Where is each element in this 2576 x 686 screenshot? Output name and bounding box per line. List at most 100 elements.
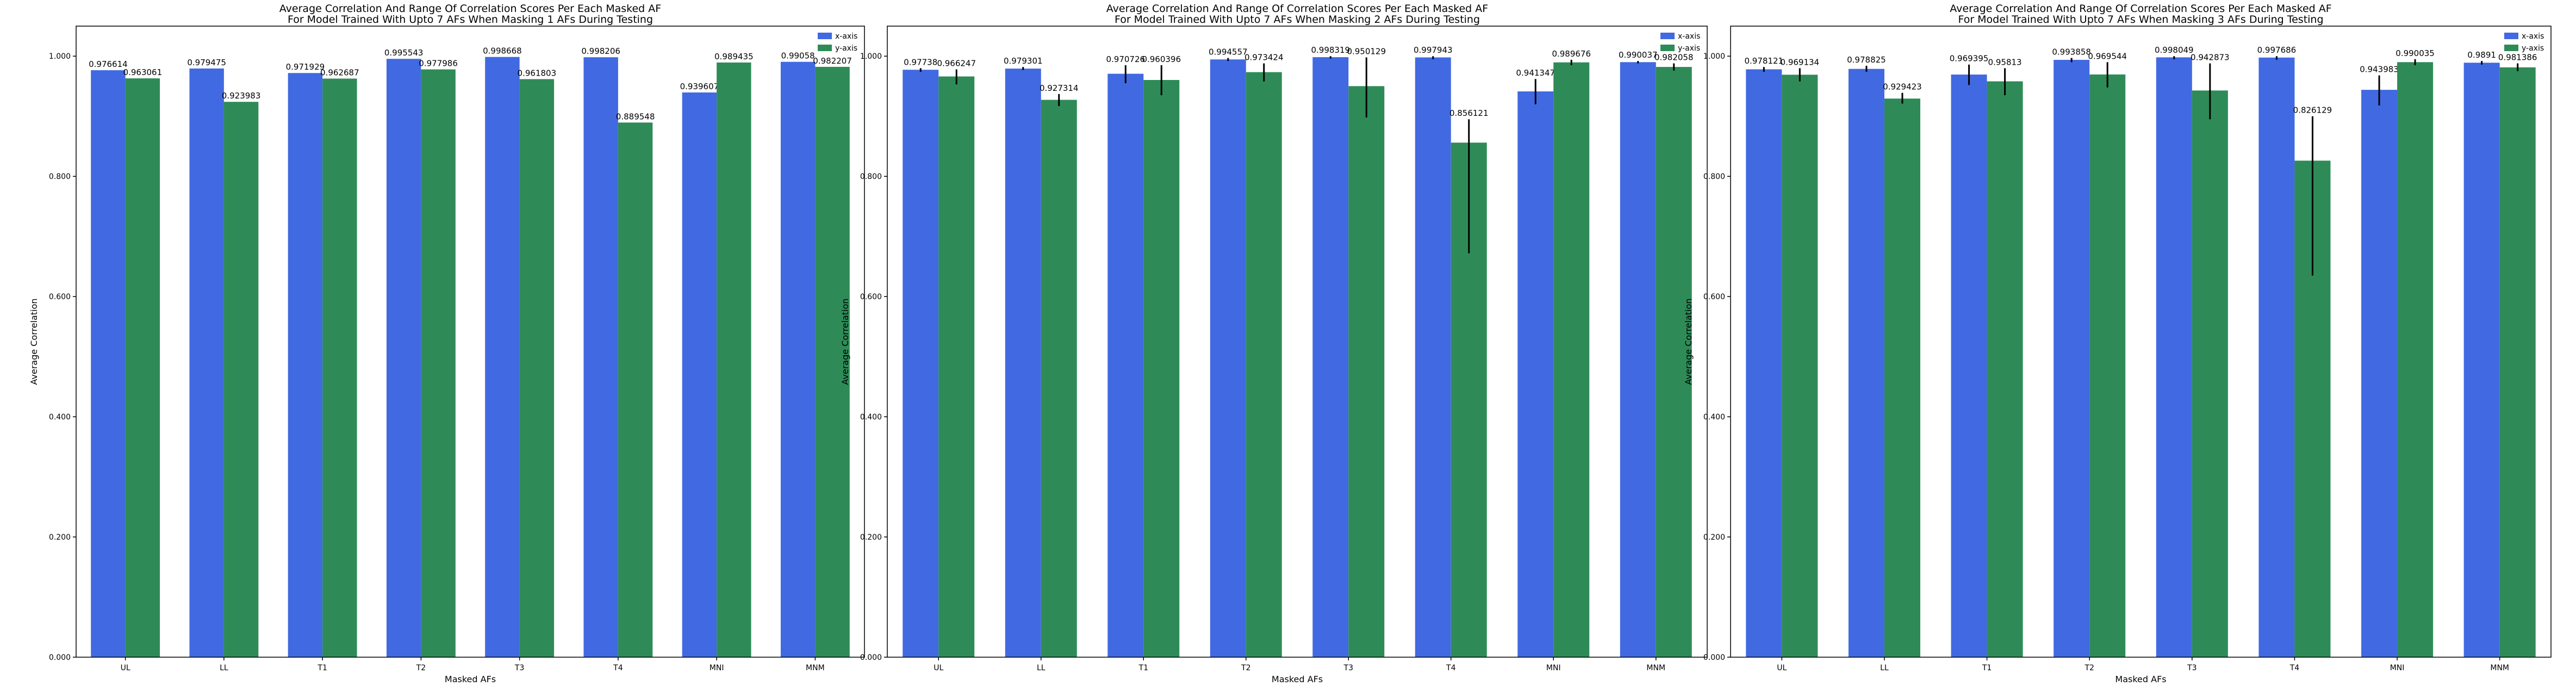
chart-panel-3: Average Correlation And Range Of Correla…: [1683, 3, 2552, 684]
x-tick-label-T2: T2: [2084, 664, 2094, 672]
bar-x-axis-UL: [91, 70, 126, 657]
bar-y-axis-MNM: [1656, 67, 1692, 658]
bar-y-axis-T1: [322, 78, 357, 657]
x-axis-label: Masked AFs: [2115, 674, 2166, 684]
plot-frame: [1730, 26, 2552, 658]
data-label-x-axis-T2: 0.993858: [2052, 47, 2091, 57]
data-label-x-axis-LL: 0.979301: [1004, 56, 1043, 66]
data-label-x-axis-MNI: 0.939607: [680, 82, 719, 91]
bar-y-axis-MNI: [717, 62, 751, 657]
x-tick-label-T3: T3: [1343, 664, 1353, 672]
legend-swatch-y-axis: [2504, 45, 2518, 51]
y-tick-label: 0.600: [1703, 293, 1725, 301]
legend-swatch-y-axis: [818, 45, 832, 51]
bar-y-axis-MNI: [1553, 62, 1590, 657]
y-axis-label: Average Correlation: [29, 298, 39, 385]
y-tick-label: 0.000: [49, 653, 71, 662]
legend-swatch-y-axis: [1660, 45, 1675, 51]
x-tick-label-LL: LL: [220, 664, 228, 672]
legend-label-y-axis: y-axis: [2522, 44, 2544, 53]
x-tick-label-T3: T3: [2187, 664, 2197, 672]
chart-panel-1: Average Correlation And Range Of Correla…: [29, 3, 865, 684]
legend-label-x-axis: x-axis: [1678, 32, 1700, 41]
data-label-x-axis-T3: 0.998319: [1311, 45, 1350, 55]
bar-x-axis-MNM: [780, 61, 816, 658]
bar-y-axis-LL: [1041, 100, 1077, 657]
bar-x-axis-T2: [386, 59, 421, 658]
bar-x-axis-T3: [2156, 57, 2192, 658]
bar-x-axis-LL: [189, 68, 224, 657]
plot-frame: [887, 26, 1708, 658]
data-label-y-axis-LL: 0.927314: [1040, 83, 1079, 93]
data-label-y-axis-T1: 0.95813: [1988, 57, 2022, 67]
data-label-x-axis-T2: 0.995543: [384, 48, 424, 58]
y-tick-label: 0.800: [1703, 172, 1725, 181]
y-tick-label: 0.000: [1703, 653, 1725, 662]
chart-title-line: Average Correlation And Range Of Correla…: [279, 3, 661, 15]
legend-label-y-axis: y-axis: [1678, 44, 1700, 53]
bar-y-axis-UL: [1782, 75, 1818, 658]
x-tick-label-LL: LL: [1880, 664, 1889, 672]
bar-y-axis-LL: [223, 102, 259, 658]
data-label-x-axis-T4: 0.997686: [2257, 45, 2297, 55]
x-tick-label-T4: T4: [2289, 664, 2300, 672]
x-tick-label-MNM: MNM: [2490, 664, 2509, 672]
x-tick-label-UL: UL: [934, 664, 943, 672]
data-label-x-axis-UL: 0.976614: [89, 59, 128, 69]
data-label-y-axis-T2: 0.969544: [2088, 51, 2127, 61]
data-label-x-axis-T1: 0.970726: [1106, 54, 1145, 64]
x-tick-label-T1: T1: [1982, 664, 1992, 672]
bar-x-axis-T4: [583, 57, 618, 657]
y-tick-label: 1.000: [49, 52, 71, 61]
x-tick-label-MNM: MNM: [806, 664, 825, 672]
y-tick-label: 0.400: [860, 413, 882, 422]
x-tick-label-UL: UL: [1777, 664, 1787, 672]
chart-panel-2: Average Correlation And Range Of Correla…: [840, 3, 1708, 684]
data-label-x-axis-LL: 0.978825: [1847, 55, 1886, 65]
x-tick-label-LL: LL: [1037, 664, 1046, 672]
data-label-y-axis-UL: 0.969134: [1781, 57, 1820, 67]
bar-y-axis-T2: [1246, 72, 1282, 657]
legend: x-axis y-axis: [1660, 32, 1700, 53]
data-label-x-axis-T4: 0.998206: [581, 46, 620, 56]
bar-y-axis-T3: [2192, 90, 2228, 657]
data-label-x-axis-T2: 0.994557: [1209, 47, 1248, 57]
data-label-y-axis-LL: 0.923983: [222, 91, 261, 101]
bar-x-axis-MNM: [2463, 63, 2500, 657]
bar-y-axis-T3: [1348, 86, 1385, 657]
x-tick-label-T3: T3: [514, 664, 524, 672]
data-label-y-axis-T3: 0.942873: [2191, 52, 2230, 62]
x-axis-label: Masked AFs: [1272, 674, 1323, 684]
bar-y-axis-T2: [2089, 74, 2126, 657]
x-tick-label-MNI: MNI: [2390, 664, 2405, 672]
legend-label-y-axis: y-axis: [835, 44, 857, 53]
data-label-x-axis-T4: 0.997943: [1414, 45, 1453, 55]
data-label-x-axis-T3: 0.998668: [483, 46, 522, 56]
bar-x-axis-T4: [2258, 57, 2295, 657]
bar-x-axis-T1: [1951, 75, 1987, 658]
x-tick-label-MNI: MNI: [710, 664, 724, 672]
data-label-y-axis-MNI: 0.990035: [2395, 48, 2435, 58]
y-tick-label: 0.200: [1703, 533, 1725, 542]
data-label-y-axis-MNM: 0.981386: [2498, 52, 2537, 62]
data-label-x-axis-UL: 0.978121: [1745, 56, 1784, 66]
y-tick-label: 0.200: [49, 533, 71, 542]
y-tick-label: 0.600: [49, 293, 71, 301]
bar-x-axis-LL: [1005, 69, 1041, 657]
bar-y-axis-MNM: [2499, 67, 2536, 658]
bar-y-axis-UL: [125, 78, 160, 658]
bar-y-axis-UL: [938, 76, 975, 658]
data-label-x-axis-MNI: 0.941347: [1516, 68, 1555, 78]
bar-x-axis-T2: [1210, 59, 1246, 657]
y-tick-label: 1.000: [860, 52, 882, 61]
legend-swatch-x-axis: [1660, 33, 1675, 39]
y-tick-label: 0.400: [49, 413, 71, 422]
data-label-x-axis-T1: 0.969395: [1950, 54, 1989, 64]
bar-y-axis-T3: [519, 79, 555, 658]
data-label-x-axis-MNM: 0.9891: [2467, 50, 2496, 60]
bar-y-axis-T1: [1987, 81, 2023, 657]
x-tick-label-T4: T4: [1446, 664, 1456, 672]
legend: x-axis y-axis: [2504, 32, 2544, 53]
y-tick-label: 0.200: [860, 533, 882, 542]
y-tick-label: 0.400: [1703, 413, 1725, 422]
